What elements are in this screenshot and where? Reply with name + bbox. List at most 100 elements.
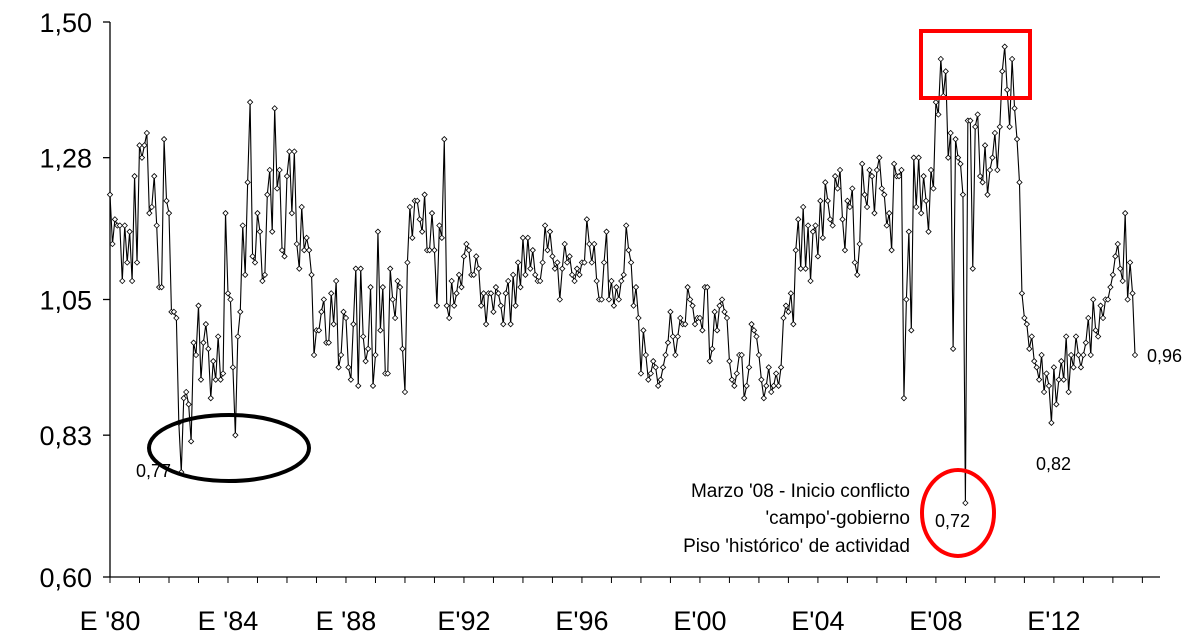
data-point: [571, 277, 578, 285]
annotation-conflict-line-2: 'campo'-gobierno: [765, 508, 910, 529]
data-point: [1021, 314, 1028, 322]
data-point: [357, 265, 364, 272]
data-point: [834, 185, 841, 192]
data-point: [785, 308, 792, 315]
data-point: [1040, 388, 1048, 396]
data-point: [419, 228, 426, 235]
data-point: [642, 351, 650, 359]
data-point: [325, 339, 332, 346]
data-point: [910, 154, 917, 161]
data-point: [266, 166, 273, 174]
data-point: [841, 247, 849, 254]
data-point: [664, 339, 672, 346]
data-point: [399, 345, 406, 352]
data-point: [927, 166, 935, 174]
data-point: [942, 68, 949, 75]
data-point: [1011, 105, 1018, 112]
data-point: [278, 247, 286, 254]
data-point: [470, 271, 477, 278]
data-point: [477, 302, 485, 309]
data-point: [342, 314, 350, 322]
data-point: [1094, 333, 1102, 340]
data-point: [433, 302, 441, 309]
data-point: [1112, 253, 1119, 260]
data-point: [945, 154, 952, 161]
data-point: [1124, 296, 1131, 303]
data-point: [1117, 265, 1124, 272]
y-tick-label: 0,60: [39, 563, 92, 593]
data-point: [251, 259, 259, 266]
data-point: [844, 197, 851, 204]
data-point: [677, 314, 684, 322]
data-point: [436, 222, 443, 229]
data-point: [568, 271, 576, 278]
data-point: [600, 259, 608, 266]
data-point: [141, 142, 148, 149]
data-point: [249, 253, 256, 260]
data-point: [895, 173, 903, 180]
annotation-group: 0,77 0,72 0,82 0,96 Marzo '08 - Inicio c…: [136, 346, 1182, 557]
data-point: [379, 284, 387, 291]
data-point: [858, 160, 866, 167]
data-point: [239, 222, 246, 229]
data-point: [404, 259, 411, 266]
data-point: [829, 222, 836, 229]
data-point: [355, 382, 362, 389]
x-tick-label: E'92: [437, 606, 490, 636]
data-point: [409, 234, 416, 241]
data-point: [244, 179, 251, 186]
data-point: [772, 370, 780, 377]
data-point: [536, 277, 544, 285]
data-point: [1045, 382, 1053, 389]
data-point: [224, 290, 232, 297]
data-point: [293, 240, 300, 248]
data-point: [650, 358, 657, 365]
data-point: [1092, 327, 1099, 334]
data-point: [721, 308, 728, 315]
data-point: [1109, 271, 1117, 278]
data-point: [807, 277, 814, 285]
data-point: [473, 253, 480, 260]
data-point: [917, 210, 925, 217]
data-point: [391, 314, 399, 322]
data-point: [959, 191, 967, 198]
annotation-conflict-line-1: Marzo '08 - Inicio conflicto: [691, 481, 910, 502]
data-point: [200, 339, 207, 346]
data-point: [146, 210, 153, 217]
data-point: [502, 290, 509, 297]
data-point: [301, 247, 308, 254]
data-point: [482, 321, 490, 328]
data-point: [347, 376, 355, 383]
data-point: [1090, 296, 1097, 303]
data-point: [1080, 351, 1087, 359]
data-point: [659, 364, 667, 371]
data-point: [610, 302, 618, 309]
x-tick-label: E'12: [1027, 606, 1080, 636]
data-point: [119, 277, 126, 285]
data-point: [426, 247, 433, 254]
data-point: [603, 228, 610, 235]
data-point: [763, 382, 770, 389]
data-point: [883, 222, 890, 229]
data-point: [232, 432, 239, 439]
data-point: [460, 253, 468, 260]
data-point: [1053, 401, 1060, 408]
data-point: [546, 228, 554, 235]
data-point: [234, 333, 241, 340]
data-point: [1016, 179, 1023, 186]
data-point: [443, 302, 450, 309]
x-tick-label: E'96: [555, 606, 608, 636]
data-point: [777, 364, 785, 371]
data-point: [809, 228, 817, 235]
data-point: [384, 370, 391, 377]
data-point: [561, 240, 568, 248]
data-point: [686, 296, 694, 303]
data-point: [273, 185, 281, 192]
data-point: [827, 216, 834, 223]
data-point: [345, 364, 352, 371]
data-point: [915, 154, 922, 161]
data-point: [116, 222, 123, 229]
data-point: [421, 191, 428, 198]
data-point: [377, 327, 384, 334]
data-point: [441, 136, 448, 143]
